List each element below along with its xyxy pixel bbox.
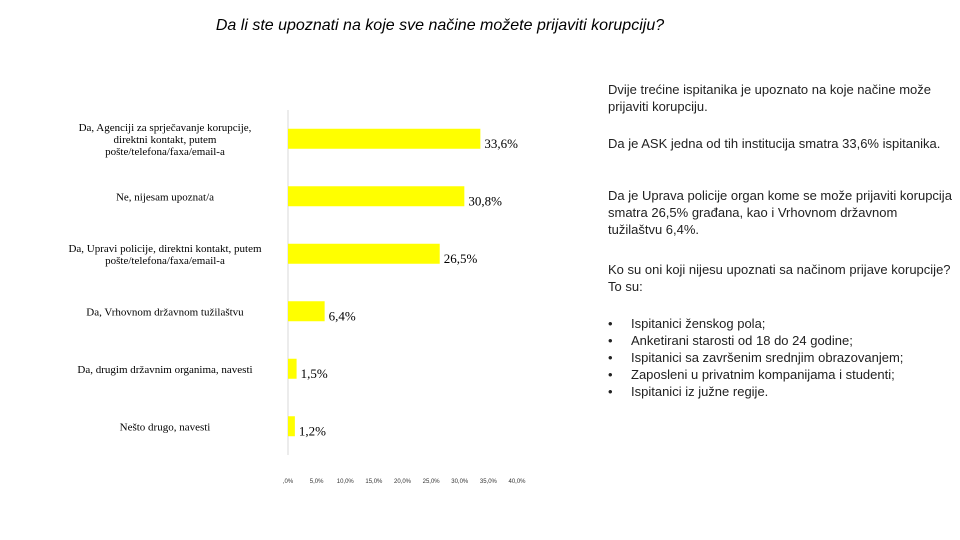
x-tick-label-8: 40,0% [508,479,526,485]
value-label-5: 1,2% [299,423,326,438]
note-police: Da je Uprava policije organ kome se može… [608,188,952,237]
bullet-icon: • [608,384,613,399]
value-label-2: 26,5% [444,251,478,266]
chart-bars [288,128,481,437]
value-label-4: 1,5% [301,366,328,381]
list-item: • Ispitanici sa završenim srednjim obrazo… [608,349,953,366]
bar-2 [288,243,440,264]
value-label-1: 30,8% [468,193,502,208]
list-item-text: Ispitanici sa završenim srednjim obrazov… [631,350,904,365]
list-item-text: Zaposleni u privatnim kompanijama i stud… [631,367,895,382]
x-tick-label-3: 15,0% [365,479,383,485]
bar-4 [288,358,297,379]
bullet-icon: • [608,350,613,365]
list-item: • Zaposleni u privatnim kompanijama i stu… [608,366,953,383]
category-label-0: Da, Agenciji za sprječavanje korupcije, d… [79,122,252,158]
x-tick-label-4: 20,0% [394,479,412,485]
category-label-4: Da, drugim državnim organima, navesti [77,364,252,376]
chart-ticks: ,0% 5,0% 10,0% 15,0% 20,0% 25,0% 30,0% 35,0% 40,… [283,479,526,485]
bar-1 [288,186,465,207]
value-label-3: 6,4% [329,308,356,323]
x-tick-label-1: 5,0% [310,479,324,485]
bullet-icon: • [608,367,613,382]
value-label-0: 33,6% [484,136,518,151]
chart-title: Da li ste upoznati na koje sve načine mo… [215,17,665,34]
chart-labels: 33,6% Da, Agenciji za sprječavanje korupc… [68,122,518,439]
bullet-icon: • [608,316,613,331]
x-tick-label-5: 25,0% [423,479,441,485]
profile-list: • Ispitanici ženskog pola; • Anketirani st… [608,315,953,400]
x-tick-label-0: ,0% [283,479,294,485]
x-tick-label-2: 10,0% [337,479,355,485]
list-item-text: Ispitanici ženskog pola; [631,316,766,331]
bullet-icon: • [608,333,613,348]
list-item: • Ispitanici iz južne regije. [608,383,953,400]
list-item: • Anketirani starosti od 18 do 24 godine; [608,332,953,349]
bar-0 [288,128,481,149]
note-ask: Da je ASK jedna od tih institucija smatr… [608,136,941,151]
note-intro: Dvije trećine ispitanika je upoznato na … [608,82,932,114]
x-tick-label-7: 35,0% [480,479,498,485]
bar-5 [288,416,295,437]
category-label-1: Ne, nijesam upoznat/a [116,191,214,203]
list-item-text: Ispitanici iz južne regije. [631,384,769,399]
x-tick-label-6: 30,0% [451,479,469,485]
bar-3 [288,301,325,322]
category-label-5: Nešto drugo, navesti [120,421,211,433]
list-item: • Ispitanici ženskog pola; [608,315,953,332]
category-label-2: Da, Upravi policije, direktni kontakt, p… [68,243,262,267]
list-item-text: Anketirani starosti od 18 do 24 godine; [631,333,853,348]
category-label-3: Da, Vrhovnom državnom tužilaštvu [86,306,244,318]
note-question: Ko su oni koji nijesu upoznati sa načino… [608,262,951,294]
